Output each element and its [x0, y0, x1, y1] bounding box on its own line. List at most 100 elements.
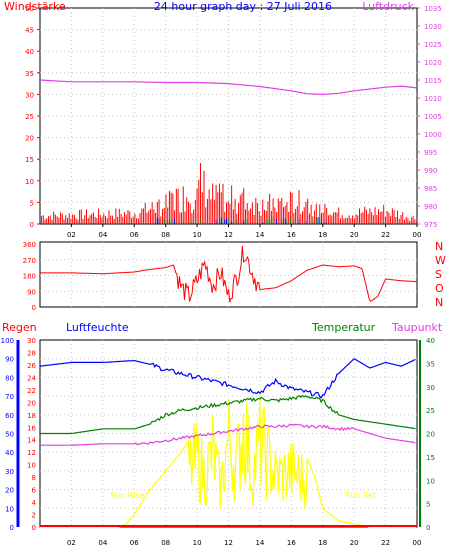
pressure-line	[39, 79, 418, 96]
x-tick-label: 18	[318, 539, 327, 547]
regen-label: Regen	[2, 321, 37, 334]
rain-tick-label: 20	[27, 399, 36, 407]
pressure-tick-label: 990	[424, 167, 437, 175]
x-tick-label: 20	[350, 539, 359, 547]
wind-x-ticks: 02 04 06 08 10 12 14 16 18 20 22 00	[67, 224, 422, 239]
wind-tick-label: 25	[25, 113, 34, 121]
pressure-tick-label: 985	[424, 185, 437, 193]
rain-tick-label: 16	[27, 424, 36, 432]
rain-tick-label: 26	[27, 362, 36, 370]
x-tick-label: 12	[224, 231, 233, 239]
x-tick-label: 18	[318, 231, 327, 239]
humidity-tick-label: 10	[5, 505, 14, 513]
wind-tick-label: 20	[25, 135, 34, 143]
wind-panel-grid	[40, 8, 417, 224]
x-tick-label: 22	[381, 539, 390, 547]
wind-left-ticks: 0 5 10 15 20 25 30 35 40 45 50	[25, 5, 40, 229]
pressure-tick-label: 1030	[424, 23, 442, 31]
temperature-tick-label: 0	[426, 524, 430, 532]
pressure-tick-label: 995	[424, 149, 437, 157]
pressure-tick-label: 1025	[424, 41, 442, 49]
wind-tick-label: 50	[25, 5, 34, 13]
wind-tick-label: 40	[25, 48, 34, 56]
humidity-tick-label: 80	[5, 374, 14, 382]
humidity-tick-label: 20	[5, 487, 14, 495]
x-tick-label: 00	[413, 539, 422, 547]
humidity-tick-label: 0	[10, 524, 14, 532]
luftdruck-label: Luftdruck	[362, 0, 414, 13]
x-tick-label: 22	[381, 231, 390, 239]
compass-label: S	[435, 268, 442, 281]
sunset-label: Sun Set	[345, 491, 376, 500]
pressure-tick-label: 1005	[424, 113, 442, 121]
x-tick-label: 06	[130, 231, 139, 239]
pressure-tick-label: 1035	[424, 5, 442, 13]
x-tick-label: 10	[193, 539, 202, 547]
pressure-tick-label: 975	[424, 221, 437, 229]
pressure-tick-label: 1010	[424, 95, 442, 103]
humidity-tick-label: 50	[5, 431, 14, 439]
dewpoint-line	[40, 423, 416, 446]
direction-left-ticks: 0 90 180 270 360	[23, 241, 36, 312]
rain-tick-label: 10	[27, 462, 36, 470]
x-tick-label: 16	[287, 231, 296, 239]
x-tick-label: 08	[161, 231, 170, 239]
compass-label: O	[435, 282, 444, 295]
compass-label: W	[435, 254, 446, 267]
direction-tick-label: 0	[32, 304, 36, 312]
temperature-tick-label: 15	[426, 454, 435, 462]
rain-tick-label: 30	[27, 337, 36, 345]
temperature-line	[40, 394, 416, 435]
x-tick-label: 06	[130, 539, 139, 547]
temperature-tick-label: 25	[426, 407, 435, 415]
compass-label: N	[435, 240, 443, 253]
chart-title: 24 hour graph day : 27 Juli 2016	[154, 0, 332, 13]
wind-tick-label: 45	[25, 27, 34, 35]
rain-tick-label: 6	[32, 487, 37, 495]
wind-tick-label: 30	[25, 91, 34, 99]
direction-line	[40, 245, 417, 303]
direction-tick-label: 360	[23, 241, 36, 249]
wind-bars	[41, 163, 418, 224]
x-tick-label: 00	[413, 231, 422, 239]
luftfeuchte-label: Luftfeuchte	[66, 321, 129, 334]
pressure-tick-label: 1015	[424, 77, 442, 85]
rain-tick-label: 22	[27, 387, 36, 395]
sunrise-label: Sun Rise	[110, 491, 145, 500]
wind-tick-label: 5	[30, 199, 34, 207]
humidity-tick-label: 90	[5, 356, 14, 364]
wind-tick-label: 0	[30, 221, 34, 229]
temperature-tick-label: 5	[426, 501, 430, 509]
rain-tick-label: 28	[27, 349, 36, 357]
temperature-tick-label: 20	[426, 431, 435, 439]
pressure-tick-label: 1000	[424, 131, 442, 139]
humidity-tick-label: 100	[1, 337, 14, 345]
temperature-ticks: 0 5 10 15 20 25 30 35 40	[426, 337, 435, 532]
x-tick-label: 02	[67, 231, 76, 239]
x-tick-label: 12	[224, 539, 233, 547]
humidity-tick-label: 40	[5, 449, 14, 457]
pressure-right-ticks: 975 980 985 990 995 1000 1005 1010 1015 1020 1025 1…	[417, 5, 442, 229]
humidity-line	[39, 357, 416, 399]
humidity-tick-label: 30	[5, 468, 14, 476]
temperature-tick-label: 10	[426, 477, 435, 485]
humidity-tick-label: 60	[5, 412, 14, 420]
temperatur-label: Temperatur	[311, 321, 376, 334]
x-tick-label: 02	[67, 539, 76, 547]
x-tick-label: 08	[161, 539, 170, 547]
direction-tick-label: 270	[23, 257, 36, 265]
direction-tick-label: 90	[27, 288, 36, 296]
rain-tick-label: 18	[27, 412, 36, 420]
rain-tick-label: 2	[32, 512, 36, 520]
temperature-tick-label: 35	[426, 360, 435, 368]
windstaerke-label: Windstärke	[4, 0, 66, 13]
rain-tick-label: 0	[32, 524, 36, 532]
x-tick-label: 16	[287, 539, 296, 547]
thermo-x-ticks: 02 04 06 08 10 12 14 16 18 20 22 00	[67, 539, 422, 547]
rain-tick-label: 4	[32, 499, 37, 507]
wind-tick-label: 35	[25, 70, 34, 78]
